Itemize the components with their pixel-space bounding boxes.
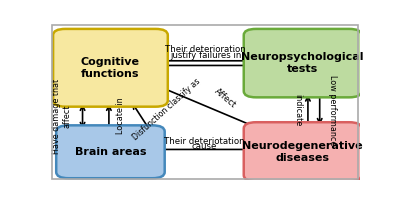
Text: Have damage that
affect: Have damage that affect [52, 78, 72, 154]
Text: Disfunction classify as: Disfunction classify as [131, 76, 202, 142]
Text: Neuropsychological
tests: Neuropsychological tests [241, 52, 364, 74]
FancyBboxPatch shape [56, 125, 165, 178]
Text: Affect: Affect [212, 86, 238, 110]
Text: Low performance: Low performance [328, 75, 337, 145]
Text: Locate in: Locate in [116, 98, 125, 134]
Text: Their deteriotation: Their deteriotation [164, 137, 244, 146]
FancyBboxPatch shape [244, 122, 362, 181]
Text: Brain areas: Brain areas [75, 147, 146, 157]
Text: Their deterioration: Their deterioration [165, 45, 246, 54]
FancyBboxPatch shape [244, 29, 362, 97]
Text: justify failures in: justify failures in [170, 51, 241, 60]
Text: Cognitive
functions: Cognitive functions [81, 57, 140, 79]
Text: indicate: indicate [294, 94, 302, 126]
FancyBboxPatch shape [53, 29, 168, 107]
Text: cause: cause [191, 142, 217, 151]
Text: Neurodegenerative
diseases: Neurodegenerative diseases [242, 141, 363, 163]
